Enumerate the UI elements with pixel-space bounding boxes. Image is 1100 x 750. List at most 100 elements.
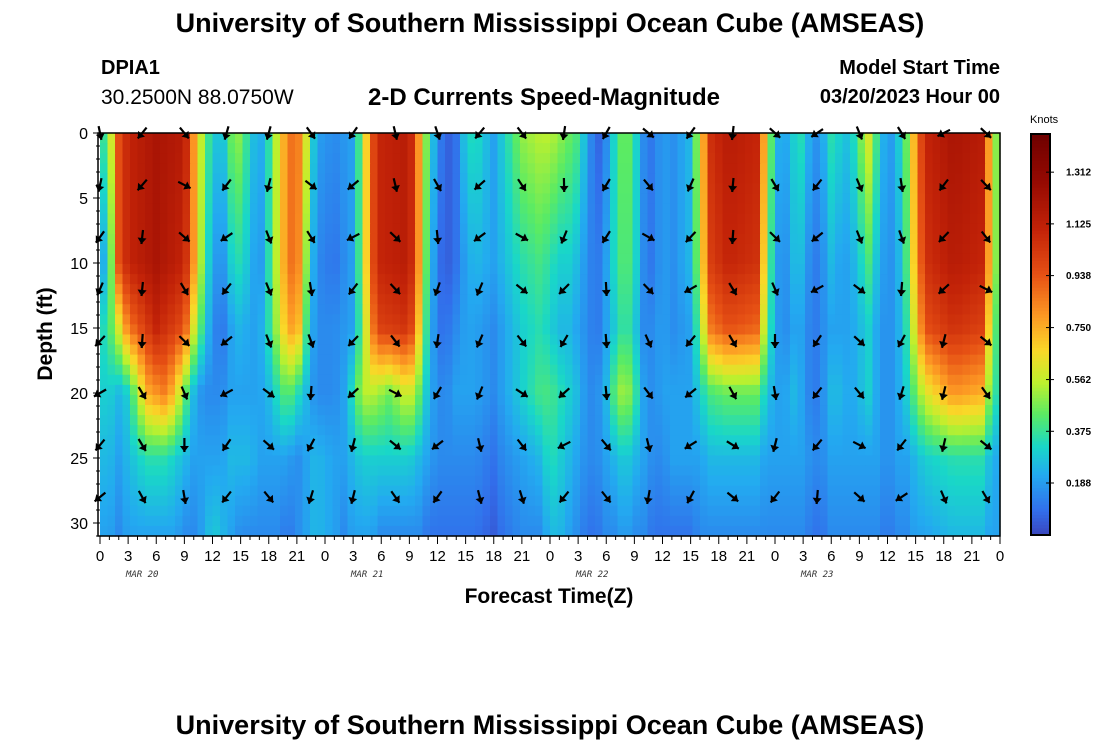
heatmap-cell	[460, 485, 469, 497]
heatmap-cell	[947, 294, 956, 305]
heatmap-cell	[827, 143, 836, 154]
heatmap-cell	[805, 253, 814, 265]
heatmap-cell	[902, 304, 911, 315]
heatmap-cell	[670, 153, 679, 164]
heatmap-cell	[415, 384, 424, 396]
heatmap-cell	[490, 153, 499, 164]
heatmap-cell	[212, 344, 221, 356]
heatmap-cell	[790, 294, 799, 305]
heatmap-cell	[235, 153, 244, 164]
heatmap-cell	[955, 405, 964, 416]
current-vector-head	[771, 288, 780, 296]
heatmap-cell	[430, 274, 439, 285]
heatmap-cell	[625, 243, 634, 255]
heatmap-cell	[820, 344, 829, 356]
heatmap-cell	[197, 233, 206, 245]
heatmap-cell	[805, 344, 814, 356]
heatmap-cell	[295, 243, 304, 255]
heatmap-cell	[107, 445, 116, 456]
heatmap-cell	[707, 485, 716, 497]
heatmap-cell	[430, 193, 439, 205]
heatmap-cell	[407, 143, 416, 154]
heatmap-cell	[190, 384, 199, 396]
heatmap-cell	[715, 133, 724, 144]
heatmap-cell	[985, 253, 994, 265]
chart-subtitle: 2-D Currents Speed-Magnitude	[368, 84, 721, 111]
heatmap-cell	[370, 304, 379, 315]
heatmap-cell	[932, 173, 941, 184]
heatmap-cell	[850, 465, 859, 477]
heatmap-cell	[325, 193, 334, 205]
heatmap-cell	[190, 485, 199, 497]
heatmap-cell	[295, 203, 304, 215]
heatmap-cell	[497, 495, 506, 507]
heatmap-cell	[355, 284, 364, 295]
heatmap-cell	[797, 425, 806, 436]
heatmap-cell	[670, 485, 679, 497]
heatmap-cell	[812, 324, 821, 336]
heatmap-cell	[670, 274, 679, 285]
speed-heatmap-chart: 0 3 6 9 12 15 18 21 0 3 6 9 12 15 18 21 0 3 6 9 12 15 18 21 0 3 6 9…	[70, 125, 1091, 565]
heatmap-cell	[917, 405, 926, 416]
heatmap-cell	[842, 384, 851, 396]
heatmap-cell	[992, 515, 1001, 527]
heatmap-cell	[850, 163, 859, 174]
heatmap-cell	[865, 284, 874, 295]
heatmap-cell	[745, 223, 754, 235]
heatmap-cell	[145, 294, 154, 305]
heatmap-cell	[655, 193, 664, 205]
heatmap-cell	[407, 243, 416, 255]
heatmap-cell	[737, 183, 746, 195]
heatmap-cell	[145, 223, 154, 235]
heatmap-cell	[400, 233, 409, 245]
heatmap-cell	[287, 203, 296, 215]
heatmap-cell	[490, 324, 499, 336]
heatmap-cell	[325, 223, 334, 235]
heatmap-cell	[527, 133, 536, 144]
heatmap-cell	[482, 223, 491, 235]
heatmap-cell	[685, 415, 694, 426]
heatmap-cell	[865, 263, 874, 275]
heatmap-cell	[985, 193, 994, 205]
heatmap-cell	[782, 294, 791, 305]
heatmap-cell	[865, 405, 874, 416]
heatmap-cell	[970, 163, 979, 174]
heatmap-cell	[587, 515, 596, 527]
heatmap-cell	[490, 344, 499, 356]
heatmap-cell	[610, 525, 619, 537]
current-vector-head	[222, 183, 230, 191]
heatmap-cell	[370, 485, 379, 497]
heatmap-cell	[190, 193, 199, 205]
heatmap-cell	[520, 334, 529, 346]
heatmap-cell	[752, 505, 761, 517]
heatmap-cell	[182, 253, 191, 265]
heatmap-cell	[265, 485, 274, 497]
heatmap-cell	[767, 173, 776, 184]
heatmap-cell	[122, 525, 131, 537]
heatmap-cell	[242, 344, 251, 356]
heatmap-cell	[662, 223, 671, 235]
heatmap-cell	[962, 213, 971, 225]
heatmap-cell	[265, 253, 274, 265]
heatmap-cell	[347, 223, 356, 235]
heatmap-cell	[422, 173, 431, 184]
heatmap-cell	[955, 485, 964, 497]
heatmap-cell	[632, 525, 641, 537]
heatmap-cell	[992, 334, 1001, 346]
heatmap-cell	[587, 213, 596, 225]
heatmap-cell	[632, 274, 641, 285]
heatmap-cell	[940, 485, 949, 497]
heatmap-cell	[385, 485, 394, 497]
heatmap-cell	[257, 465, 266, 477]
heatmap-cell	[227, 213, 236, 225]
heatmap-cell	[977, 233, 986, 245]
heatmap-cell	[535, 173, 544, 184]
heatmap-cell	[655, 183, 664, 195]
heatmap-cell	[250, 405, 259, 416]
heatmap-cell	[557, 384, 566, 396]
heatmap-cell	[865, 525, 874, 537]
heatmap-cell	[265, 384, 274, 396]
heatmap-cell	[445, 354, 454, 366]
heatmap-cell	[895, 203, 904, 215]
heatmap-cell	[587, 153, 596, 164]
